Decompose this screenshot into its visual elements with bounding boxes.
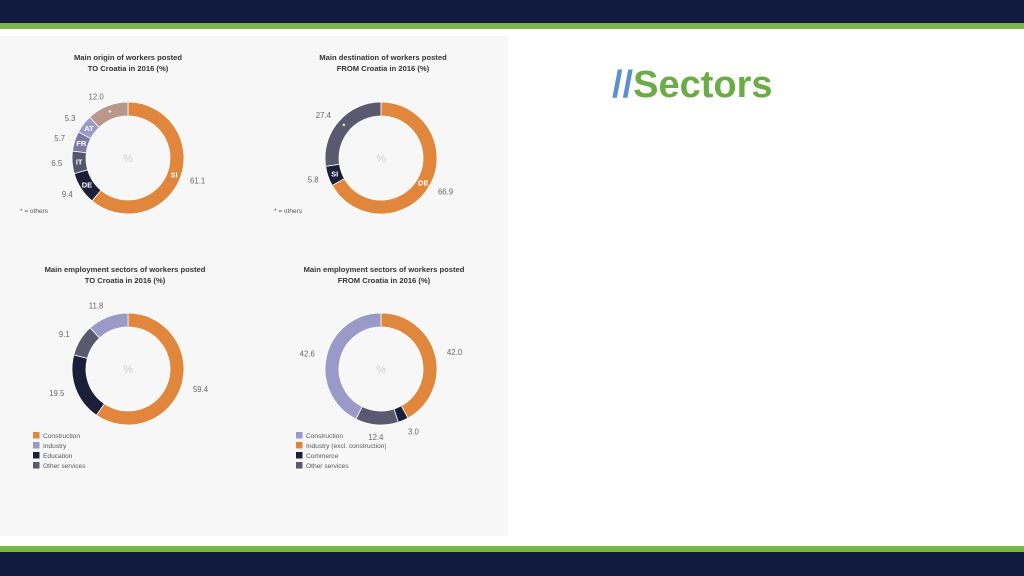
- center-percent: %: [376, 364, 386, 376]
- legend-swatch: [33, 462, 40, 469]
- slice-value: 11.8: [89, 302, 104, 311]
- legend-swatch: [33, 442, 40, 449]
- slice-value: 42.6: [300, 349, 315, 358]
- donut-chart-4: Main employment sectors of workers poste…: [296, 265, 465, 470]
- slice-value: 5.8: [308, 175, 319, 184]
- slice-value: 42.0: [447, 348, 463, 357]
- slide-title: //Sectors: [612, 64, 773, 107]
- top-green-stripe: [0, 23, 1024, 29]
- slice-value: 3.0: [408, 427, 420, 436]
- slice-value: 59.4: [193, 385, 209, 394]
- legend-swatch: [296, 442, 303, 449]
- chart-title-line: FROM Croatia in 2016 (%): [337, 64, 430, 73]
- slice-value: 6.5: [51, 159, 63, 168]
- top-navy-bar: [0, 0, 1024, 23]
- legend-swatch: [33, 452, 40, 459]
- slice-label: DE: [82, 180, 92, 189]
- chart-title-line: TO Croatia in 2016 (%): [88, 64, 169, 73]
- slice-label: *: [342, 122, 345, 131]
- slice-value: 5.7: [54, 134, 65, 143]
- chart-footnote: * = others: [20, 208, 49, 215]
- donut-slice: [91, 101, 185, 215]
- chart-title-line: FROM Croatia in 2016 (%): [338, 276, 431, 285]
- legend-label: Education: [43, 453, 73, 460]
- legend-label: Industry (excl. construction): [306, 443, 387, 450]
- donut-slice: [71, 354, 105, 416]
- chart-title-line: Main employment sectors of workers poste…: [45, 265, 206, 274]
- title-slash: //: [612, 64, 634, 106]
- title-text: Sectors: [633, 64, 773, 106]
- center-percent: %: [123, 153, 133, 165]
- legend-label: Construction: [306, 433, 343, 440]
- donut-chart-2: Main destination of workers posted FROM C…: [274, 53, 453, 215]
- donut-slice: [331, 101, 438, 215]
- legend-label: Other services: [306, 463, 349, 470]
- slice-value: 5.3: [65, 114, 76, 123]
- donut-chart-1: Main origin of workers posted TO Croatia …: [20, 53, 205, 215]
- slice-value: 27.4: [316, 111, 332, 120]
- slice-value: 61.1: [190, 177, 205, 186]
- bottom-green-stripe: [0, 546, 1024, 552]
- slice-value: 12.4: [368, 433, 384, 442]
- legend-label: Commerce: [306, 453, 339, 460]
- legend-label: Other services: [43, 463, 86, 470]
- legend-label: Construction: [43, 433, 80, 440]
- donut-slice: [89, 101, 129, 128]
- slice-value: 12.0: [89, 93, 105, 102]
- donut-slice: [380, 312, 438, 419]
- donut-chart-3: Main employment sectors of workers poste…: [33, 265, 209, 470]
- chart-title-line: Main destination of workers posted: [319, 53, 447, 62]
- slice-value: 19.5: [49, 389, 65, 398]
- chart-title-line: Main origin of workers posted: [74, 53, 182, 62]
- slice-label: DE: [418, 178, 428, 187]
- chart-title-line: Main employment sectors of workers poste…: [304, 265, 465, 274]
- donut-slice: [324, 101, 382, 167]
- legend-swatch: [296, 462, 303, 469]
- legend-label: Industry: [43, 443, 67, 450]
- bottom-navy-bar: [0, 552, 1024, 576]
- slice-label: IT: [76, 157, 83, 166]
- center-percent: %: [123, 364, 133, 376]
- slice-label: SI: [331, 170, 338, 179]
- center-percent: %: [376, 153, 386, 165]
- legend-swatch: [296, 432, 303, 439]
- charts-svg: Main origin of workers posted TO Croatia …: [20, 53, 465, 470]
- legend-swatch: [33, 432, 40, 439]
- slice-label: AT: [84, 124, 94, 133]
- donut-slice: [89, 312, 129, 339]
- chart-footnote: * = others: [274, 208, 303, 215]
- slice-label: FR: [76, 139, 87, 148]
- chart-title-line: TO Croatia in 2016 (%): [85, 276, 166, 285]
- slice-label: SI: [171, 170, 178, 179]
- donut-slice: [355, 406, 399, 426]
- legend-swatch: [296, 452, 303, 459]
- slice-value: 9.1: [59, 330, 70, 339]
- charts-panel: Main origin of workers posted TO Croatia …: [0, 36, 508, 536]
- slice-label: *: [109, 108, 112, 117]
- donut-slice: [324, 312, 382, 420]
- slice-value: 66.9: [438, 187, 453, 196]
- slice-value: 9.4: [62, 190, 74, 199]
